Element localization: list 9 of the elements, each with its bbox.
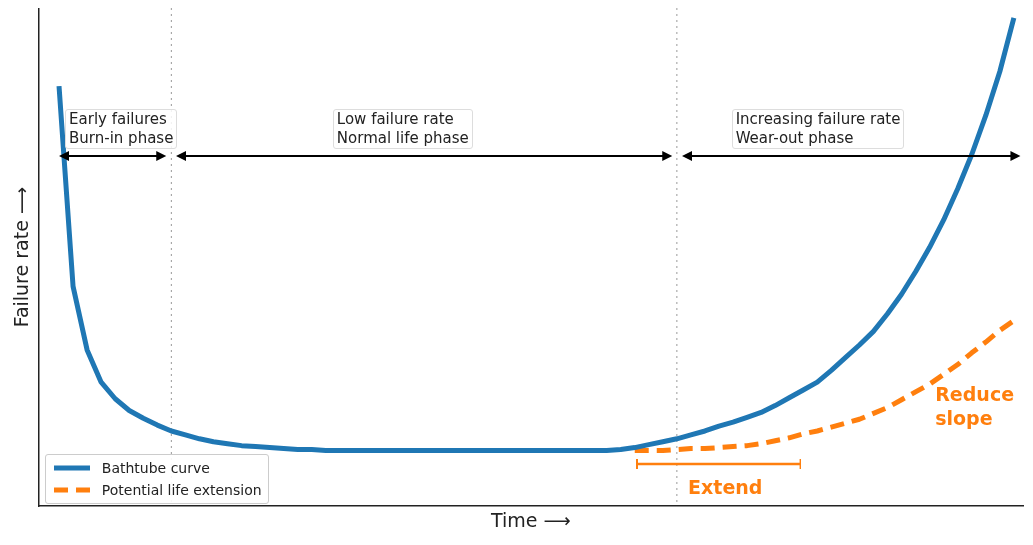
- x-axis-title: Time ⟶: [490, 508, 571, 531]
- annotation: Extend: [688, 474, 763, 499]
- legend-label: Potential life extension: [101, 482, 262, 499]
- y-axis-title: Failure rate ⟶: [10, 186, 33, 328]
- annotation: Increasing failure rate Wear-out phase: [731, 108, 905, 149]
- annotation: Low failure rate Normal life phase: [332, 108, 473, 149]
- annotation: Reduce slope: [935, 382, 1015, 431]
- annotation: Early failures Burn-in phase: [65, 108, 178, 149]
- legend-label: Bathtube curve: [101, 460, 210, 477]
